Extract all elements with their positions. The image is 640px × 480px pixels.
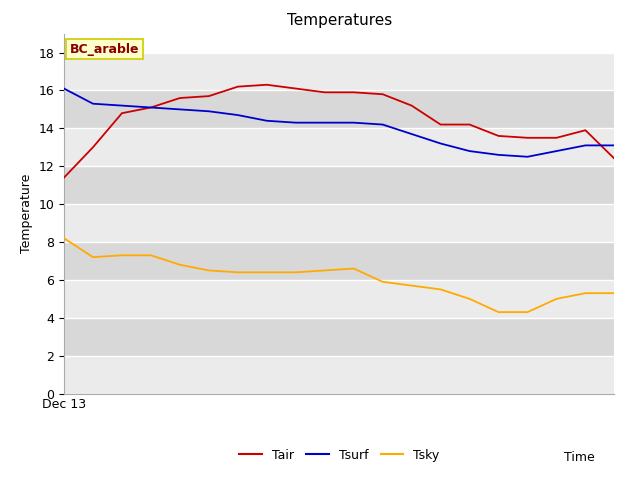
- Bar: [64, 90, 614, 128]
- Bar: [64, 128, 614, 166]
- Tsky: [611, 290, 618, 296]
- Tsurf: [466, 148, 474, 154]
- Tsurf: [263, 118, 271, 124]
- Tsky: [495, 309, 502, 315]
- Bar: [64, 242, 614, 280]
- Tair: [436, 121, 444, 127]
- Tsurf: [89, 101, 97, 107]
- Tsky: [147, 252, 155, 258]
- Tair: [379, 91, 387, 97]
- Tair: [147, 105, 155, 110]
- Text: BC_arable: BC_arable: [70, 43, 139, 56]
- Tsurf: [205, 108, 212, 114]
- Bar: [64, 166, 614, 204]
- Tsky: [118, 252, 126, 258]
- Bar: [64, 280, 614, 318]
- Line: Tair: Tair: [64, 85, 614, 178]
- Tair: [582, 127, 589, 133]
- Tair: [176, 95, 184, 101]
- Tsky: [234, 269, 242, 275]
- Tsurf: [408, 131, 415, 137]
- Tair: [552, 135, 560, 141]
- Line: Tsurf: Tsurf: [64, 88, 614, 157]
- Tsurf: [436, 141, 444, 146]
- Tair: [611, 156, 618, 162]
- Tair: [292, 85, 300, 91]
- Tair: [205, 93, 212, 99]
- Line: Tsky: Tsky: [64, 238, 614, 312]
- Tsurf: [292, 120, 300, 126]
- Tair: [321, 89, 328, 95]
- Tsky: [263, 269, 271, 275]
- Tsky: [466, 296, 474, 302]
- Tsky: [321, 267, 328, 273]
- Tsurf: [495, 152, 502, 158]
- Y-axis label: Temperature: Temperature: [20, 174, 33, 253]
- Bar: [64, 204, 614, 242]
- Tsky: [292, 269, 300, 275]
- Tsky: [89, 254, 97, 260]
- Tsurf: [379, 121, 387, 127]
- Tsky: [524, 309, 531, 315]
- Text: Time: Time: [564, 451, 595, 464]
- Tair: [495, 133, 502, 139]
- Title: Temperatures: Temperatures: [287, 13, 392, 28]
- Tsky: [582, 290, 589, 296]
- Tsurf: [147, 105, 155, 110]
- Tsurf: [176, 107, 184, 112]
- Tsurf: [234, 112, 242, 118]
- Tsurf: [321, 120, 328, 126]
- Tsky: [379, 279, 387, 285]
- Tsurf: [611, 143, 618, 148]
- Tsurf: [524, 154, 531, 160]
- Tair: [118, 110, 126, 116]
- Tair: [408, 103, 415, 108]
- Tsurf: [582, 143, 589, 148]
- Tair: [524, 135, 531, 141]
- Tair: [263, 82, 271, 88]
- Bar: [64, 318, 614, 356]
- Tair: [60, 175, 68, 180]
- Tsky: [205, 267, 212, 273]
- Tsky: [176, 262, 184, 268]
- Tsky: [552, 296, 560, 302]
- Tsky: [350, 265, 358, 271]
- Bar: [64, 356, 614, 394]
- Tair: [350, 89, 358, 95]
- Tsurf: [552, 148, 560, 154]
- Tsky: [408, 283, 415, 288]
- Tsky: [60, 235, 68, 241]
- Bar: [64, 52, 614, 90]
- Tsurf: [60, 85, 68, 91]
- Tair: [234, 84, 242, 90]
- Legend: Tair, Tsurf, Tsky: Tair, Tsurf, Tsky: [234, 444, 444, 467]
- Tair: [89, 144, 97, 150]
- Tsky: [436, 287, 444, 292]
- Tsurf: [118, 103, 126, 108]
- Tsurf: [350, 120, 358, 126]
- Tair: [466, 121, 474, 127]
